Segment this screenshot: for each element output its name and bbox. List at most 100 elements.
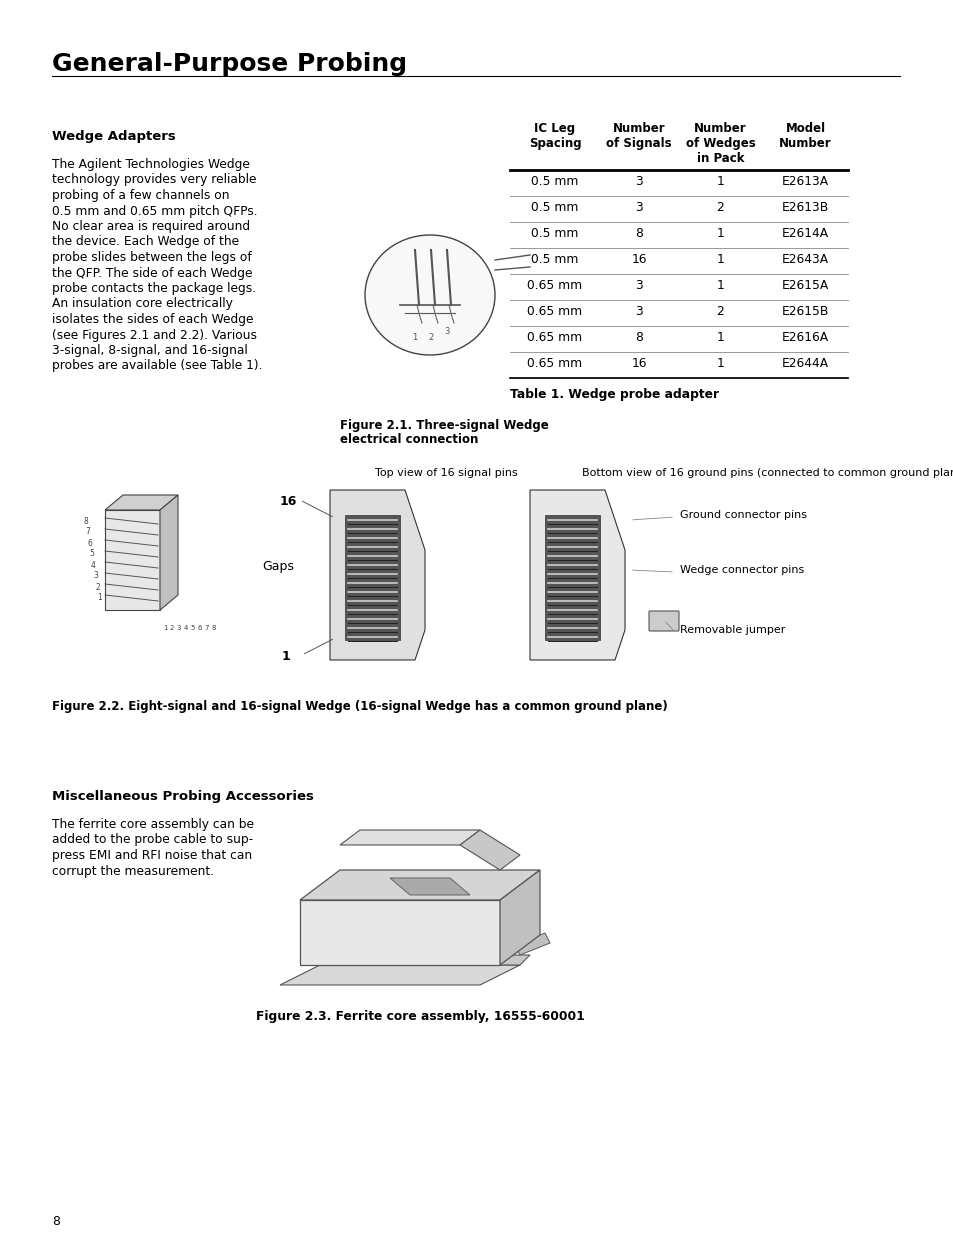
Text: 0.65 mm: 0.65 mm [527, 331, 582, 345]
Text: Ground connector pins: Ground connector pins [679, 510, 806, 520]
Polygon shape [105, 495, 178, 510]
Polygon shape [105, 510, 160, 610]
Text: 1: 1 [716, 279, 723, 291]
Text: 5: 5 [191, 625, 195, 631]
Text: Bottom view of 16 ground pins (connected to common ground plane): Bottom view of 16 ground pins (connected… [581, 468, 953, 478]
Text: No clear area is required around: No clear area is required around [52, 220, 250, 233]
Text: E2644A: E2644A [781, 357, 828, 370]
Text: Gaps: Gaps [262, 559, 294, 573]
Polygon shape [160, 495, 178, 610]
Text: Miscellaneous Probing Accessories: Miscellaneous Probing Accessories [52, 790, 314, 803]
Text: 2: 2 [428, 333, 433, 342]
Text: 16: 16 [280, 495, 297, 508]
Text: press EMI and RFI noise that can: press EMI and RFI noise that can [52, 848, 252, 862]
Polygon shape [479, 955, 530, 965]
Polygon shape [330, 490, 424, 659]
Text: E2613A: E2613A [781, 175, 828, 188]
Text: E2616A: E2616A [781, 331, 828, 345]
Text: 1: 1 [716, 331, 723, 345]
Text: E2615A: E2615A [781, 279, 828, 291]
Text: E2643A: E2643A [781, 253, 828, 266]
Text: 2: 2 [716, 201, 723, 214]
Ellipse shape [365, 235, 495, 354]
Polygon shape [299, 869, 539, 900]
Text: 8: 8 [212, 625, 216, 631]
Text: probe contacts the package legs.: probe contacts the package legs. [52, 282, 255, 295]
Text: technology provides very reliable: technology provides very reliable [52, 173, 256, 186]
Text: E2614A: E2614A [781, 227, 828, 240]
Text: The ferrite core assembly can be: The ferrite core assembly can be [52, 818, 253, 831]
FancyBboxPatch shape [648, 611, 679, 631]
Text: 1: 1 [412, 333, 416, 342]
Text: E2615B: E2615B [781, 305, 828, 317]
Polygon shape [390, 878, 470, 895]
Text: 3: 3 [635, 201, 642, 214]
Text: Number
of Signals: Number of Signals [605, 122, 671, 149]
Text: 0.5 mm and 0.65 mm pitch QFPs.: 0.5 mm and 0.65 mm pitch QFPs. [52, 205, 257, 217]
Text: 3: 3 [635, 305, 642, 317]
Text: 2: 2 [95, 583, 100, 592]
Text: Wedge Adapters: Wedge Adapters [52, 130, 175, 143]
Text: 1: 1 [163, 625, 167, 631]
Text: Number
of Wedges
in Pack: Number of Wedges in Pack [685, 122, 755, 165]
Text: 6: 6 [197, 625, 202, 631]
Text: Wedge connector pins: Wedge connector pins [679, 564, 803, 576]
Text: 3: 3 [443, 327, 449, 336]
Text: probes are available (see Table 1).: probes are available (see Table 1). [52, 359, 262, 373]
Text: corrupt the measurement.: corrupt the measurement. [52, 864, 213, 878]
Text: Figure 2.1. Three-signal Wedge: Figure 2.1. Three-signal Wedge [339, 419, 548, 432]
Polygon shape [339, 830, 479, 845]
Text: Table 1. Wedge probe adapter: Table 1. Wedge probe adapter [510, 388, 719, 401]
Text: 4: 4 [91, 561, 96, 569]
Text: the QFP. The side of each Wedge: the QFP. The side of each Wedge [52, 267, 253, 279]
Text: Top view of 16 signal pins: Top view of 16 signal pins [375, 468, 517, 478]
Text: 8: 8 [52, 1215, 60, 1228]
Text: IC Leg
Spacing: IC Leg Spacing [528, 122, 580, 149]
Polygon shape [280, 965, 519, 986]
Polygon shape [530, 490, 624, 659]
Text: 1: 1 [716, 253, 723, 266]
Text: 7: 7 [205, 625, 209, 631]
Text: probing of a few channels on: probing of a few channels on [52, 189, 230, 203]
Text: 4: 4 [184, 625, 188, 631]
Text: isolates the sides of each Wedge: isolates the sides of each Wedge [52, 312, 253, 326]
Text: 1: 1 [716, 175, 723, 188]
Text: the device. Each Wedge of the: the device. Each Wedge of the [52, 236, 239, 248]
Text: 7: 7 [85, 527, 90, 536]
Text: 3: 3 [635, 279, 642, 291]
Text: 0.65 mm: 0.65 mm [527, 279, 582, 291]
Text: 3: 3 [635, 175, 642, 188]
Text: 1: 1 [716, 357, 723, 370]
Text: 8: 8 [635, 227, 642, 240]
Text: Figure 2.3. Ferrite core assembly, 16555-60001: Figure 2.3. Ferrite core assembly, 16555… [255, 1010, 584, 1023]
Text: 1: 1 [282, 650, 291, 663]
Text: probe slides between the legs of: probe slides between the legs of [52, 251, 252, 264]
Text: Model
Number: Model Number [779, 122, 831, 149]
Polygon shape [299, 900, 499, 965]
Text: An insulation core electrically: An insulation core electrically [52, 298, 233, 310]
Text: E2613B: E2613B [781, 201, 828, 214]
Polygon shape [499, 869, 539, 965]
Text: 0.5 mm: 0.5 mm [531, 253, 578, 266]
Text: 0.5 mm: 0.5 mm [531, 227, 578, 240]
Text: 0.5 mm: 0.5 mm [531, 175, 578, 188]
Text: The Agilent Technologies Wedge: The Agilent Technologies Wedge [52, 158, 250, 170]
Text: Figure 2.2. Eight-signal and 16-signal Wedge (16-signal Wedge has a common groun: Figure 2.2. Eight-signal and 16-signal W… [52, 700, 667, 713]
Text: 1: 1 [97, 594, 102, 603]
Text: 0.5 mm: 0.5 mm [531, 201, 578, 214]
Text: 3: 3 [93, 572, 98, 580]
Text: 2: 2 [716, 305, 723, 317]
Polygon shape [459, 830, 519, 869]
Text: 8: 8 [83, 516, 88, 526]
Text: 8: 8 [635, 331, 642, 345]
Text: 3-signal, 8-signal, and 16-signal: 3-signal, 8-signal, and 16-signal [52, 345, 248, 357]
Polygon shape [345, 515, 399, 640]
Text: 6: 6 [87, 538, 91, 547]
Text: 0.65 mm: 0.65 mm [527, 305, 582, 317]
Text: Removable jumper: Removable jumper [679, 625, 784, 635]
Text: 2: 2 [170, 625, 174, 631]
Text: 1: 1 [716, 227, 723, 240]
Text: 3: 3 [176, 625, 181, 631]
Polygon shape [544, 515, 599, 640]
Text: General-Purpose Probing: General-Purpose Probing [52, 52, 407, 77]
